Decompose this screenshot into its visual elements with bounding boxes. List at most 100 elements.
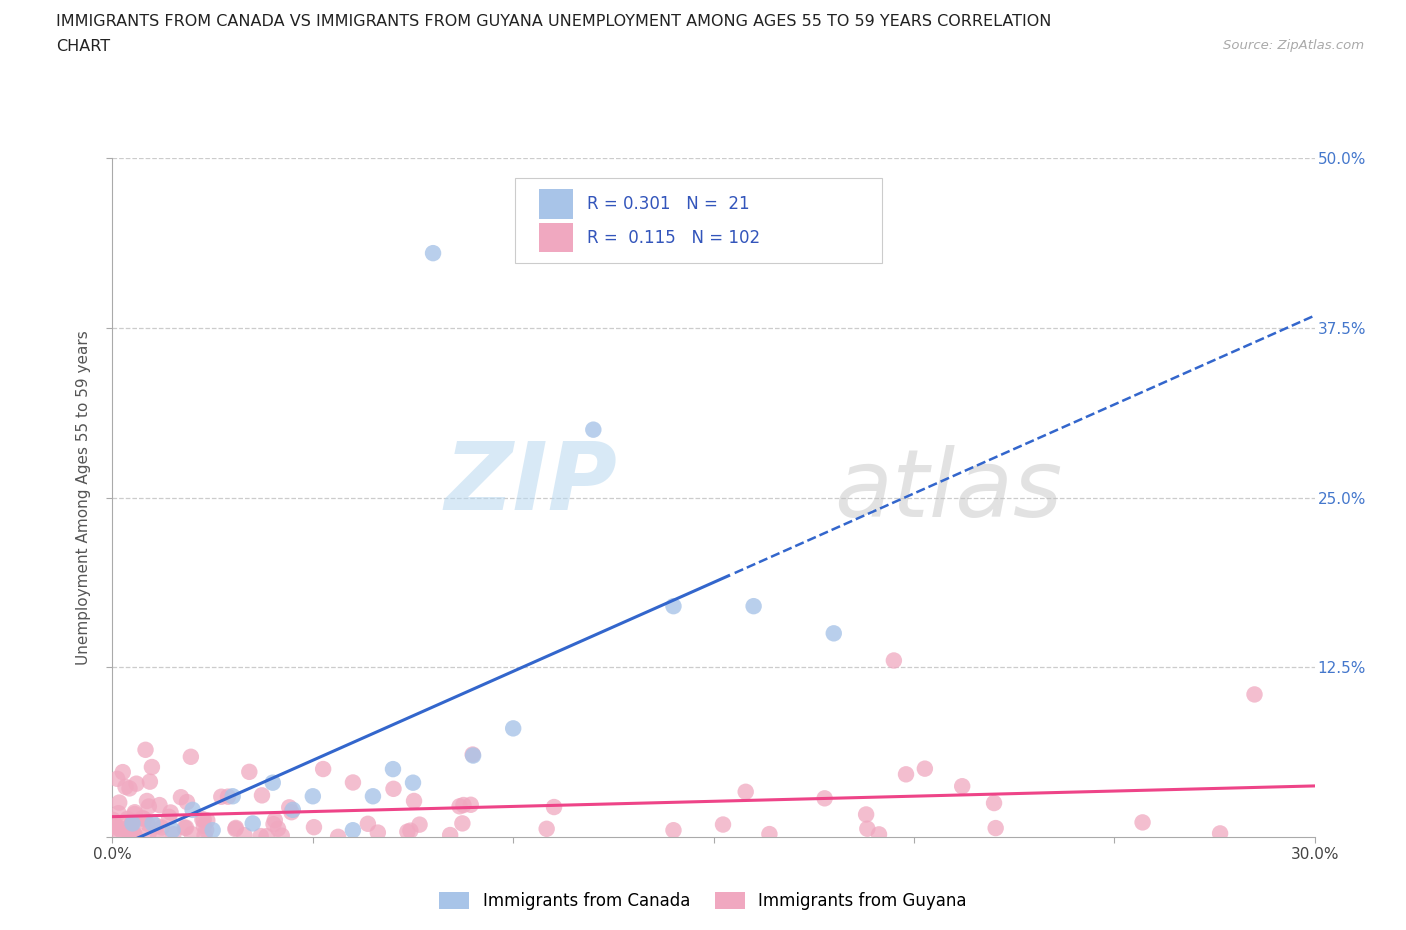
Point: [162, 827, 184, 842]
Point: [402, 793, 425, 808]
Point: [758, 827, 780, 842]
Point: [408, 817, 430, 832]
Point: [134, 812, 156, 827]
Point: [742, 599, 765, 614]
Point: [1132, 815, 1154, 830]
Point: [302, 819, 325, 834]
Point: [402, 776, 425, 790]
Point: [983, 796, 1005, 811]
Point: [159, 805, 181, 820]
Point: [111, 823, 134, 838]
Point: [342, 775, 364, 790]
Point: [120, 817, 142, 831]
Point: [124, 804, 146, 819]
Point: [114, 779, 136, 794]
Point: [181, 803, 204, 817]
Text: R =  0.115   N = 102: R = 0.115 N = 102: [588, 229, 761, 246]
Point: [302, 789, 325, 804]
Point: [131, 811, 153, 826]
Point: [173, 820, 195, 835]
FancyBboxPatch shape: [540, 222, 572, 252]
Point: [193, 812, 215, 827]
Point: [263, 817, 285, 831]
Point: [104, 825, 127, 840]
Point: [460, 797, 482, 812]
Point: [225, 820, 247, 835]
Point: [138, 799, 160, 814]
Point: [122, 823, 145, 838]
Point: [138, 825, 160, 840]
Point: [110, 821, 132, 836]
Point: [502, 721, 524, 736]
Point: [118, 781, 141, 796]
Point: [141, 816, 163, 830]
Point: [262, 776, 284, 790]
Text: R = 0.301   N =  21: R = 0.301 N = 21: [588, 195, 749, 213]
Point: [461, 748, 484, 763]
Point: [449, 799, 471, 814]
Point: [238, 764, 260, 779]
Text: Source: ZipAtlas.com: Source: ZipAtlas.com: [1223, 39, 1364, 52]
Point: [136, 816, 159, 830]
Point: [536, 821, 558, 836]
Point: [382, 762, 405, 777]
Point: [367, 825, 389, 840]
Point: [117, 812, 139, 827]
Point: [734, 784, 756, 799]
Point: [868, 827, 890, 842]
Point: [422, 246, 444, 260]
Point: [439, 828, 461, 843]
Point: [914, 762, 936, 777]
Point: [256, 829, 278, 844]
Point: [233, 828, 256, 843]
Point: [312, 762, 335, 777]
Point: [326, 830, 349, 844]
Point: [461, 747, 484, 762]
Point: [121, 814, 143, 829]
Point: [280, 804, 302, 819]
Point: [145, 818, 167, 833]
Point: [281, 803, 304, 817]
Point: [150, 820, 173, 835]
Point: [217, 790, 239, 804]
Point: [105, 819, 128, 834]
Point: [136, 793, 159, 808]
Point: [162, 823, 184, 838]
Point: [124, 827, 146, 842]
Point: [984, 820, 1007, 835]
FancyBboxPatch shape: [540, 190, 572, 219]
Point: [193, 818, 215, 833]
Point: [451, 816, 474, 830]
Point: [342, 823, 364, 838]
Point: [141, 760, 163, 775]
Point: [814, 790, 837, 805]
Point: [139, 774, 162, 789]
Point: [170, 790, 193, 804]
Point: [883, 653, 905, 668]
Point: [121, 816, 143, 830]
Text: ZIP: ZIP: [444, 438, 617, 530]
Point: [823, 626, 845, 641]
Point: [856, 821, 879, 836]
FancyBboxPatch shape: [515, 179, 882, 263]
Point: [582, 422, 605, 437]
Point: [191, 812, 214, 827]
Point: [361, 789, 384, 804]
Point: [180, 750, 202, 764]
Point: [278, 800, 301, 815]
Point: [855, 807, 877, 822]
Point: [176, 794, 198, 809]
Point: [267, 821, 290, 836]
Point: [396, 824, 419, 839]
Point: [1243, 687, 1265, 702]
Point: [121, 827, 143, 842]
Point: [180, 827, 202, 842]
Point: [124, 806, 146, 821]
Point: [174, 820, 197, 835]
Point: [1209, 826, 1232, 841]
Point: [662, 599, 685, 614]
Point: [101, 813, 124, 828]
Point: [382, 781, 405, 796]
Point: [711, 817, 734, 832]
Point: [103, 820, 125, 835]
